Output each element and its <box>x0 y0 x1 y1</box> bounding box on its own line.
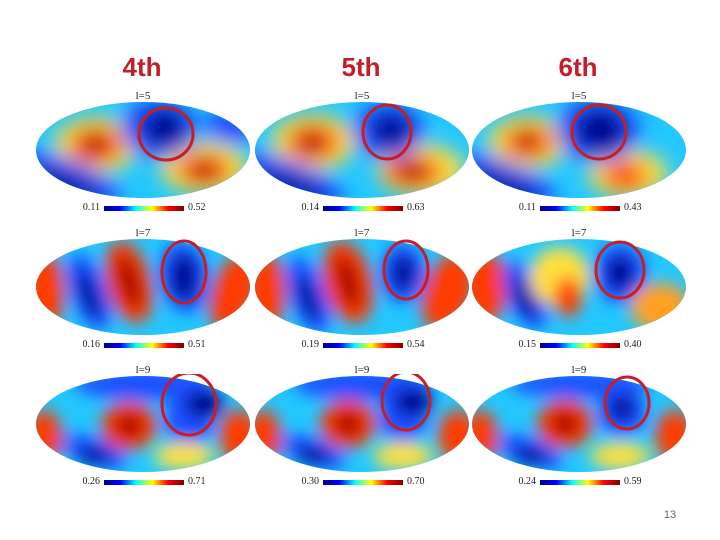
slide-number: 13 <box>663 509 677 521</box>
multipole-label: l=7 <box>571 227 587 239</box>
colorbar-max: 0.70 <box>407 476 425 487</box>
colorbar-max: 0.71 <box>188 476 206 487</box>
mollweide-map <box>472 102 686 198</box>
mollweide-map <box>472 375 686 472</box>
colorbar-max: 0.59 <box>624 476 642 487</box>
mollweide-map <box>36 102 250 198</box>
colorbar <box>323 343 403 348</box>
colorbar <box>104 343 184 348</box>
highlight-circle <box>603 375 651 431</box>
mollweide-map <box>472 239 686 335</box>
map-panel-l9-5th: l=9 0.30 0.70 <box>253 364 471 496</box>
highlight-circle <box>594 240 646 300</box>
colorbar-max: 0.54 <box>407 339 425 350</box>
multipole-label: l=9 <box>571 364 587 376</box>
mollweide-map <box>36 239 250 335</box>
multipole-label: l=9 <box>354 364 370 376</box>
highlight-circle <box>160 374 218 437</box>
map-panel-l5-6th: l=5 0.11 0.43 <box>470 90 688 222</box>
highlight-circle <box>160 239 208 305</box>
colorbar-min: 0.11 <box>518 202 536 213</box>
multipole-label: l=7 <box>135 227 151 239</box>
colorbar-min: 0.24 <box>518 476 537 487</box>
colorbar-max: 0.40 <box>624 339 642 350</box>
column-header-5th: 5th <box>341 52 381 82</box>
map-panel-l7-4th: l=7 0.16 0.51 <box>34 227 252 359</box>
multipole-label: l=9 <box>135 364 151 376</box>
highlight-circle <box>361 103 413 161</box>
colorbar-max: 0.52 <box>188 202 206 213</box>
mollweide-map <box>255 102 469 198</box>
highlight-circle <box>570 103 628 161</box>
colorbar <box>540 206 620 211</box>
colorbar <box>323 206 403 211</box>
colorbar-min: 0.11 <box>82 202 100 213</box>
colorbar <box>540 343 620 348</box>
map-panel-l5-5th: l=5 0.14 0.63 <box>253 90 471 222</box>
colorbar <box>323 480 403 485</box>
map-panel-l5-4th: l=5 0.11 0.52 <box>34 90 252 222</box>
colorbar-min: 0.19 <box>301 339 320 350</box>
colorbar-min: 0.14 <box>301 202 320 213</box>
multipole-label: l=7 <box>354 227 370 239</box>
colorbar-min: 0.16 <box>82 339 101 350</box>
mollweide-map <box>255 239 469 335</box>
colorbar-max: 0.43 <box>624 202 642 213</box>
map-panel-l7-6th: l=7 0.15 0.40 <box>470 227 688 359</box>
colorbar-min: 0.26 <box>82 476 101 487</box>
colorbar <box>104 480 184 485</box>
multipole-label: l=5 <box>354 90 370 102</box>
colorbar-max: 0.51 <box>188 339 206 350</box>
map-panel-l9-4th: l=9 0.26 0.71 <box>34 364 252 496</box>
mollweide-map <box>36 374 250 472</box>
column-header-4th: 4th <box>122 52 162 82</box>
highlight-circle <box>137 106 195 162</box>
column-header-6th: 6th <box>558 52 598 82</box>
colorbar-min: 0.30 <box>301 476 320 487</box>
colorbar <box>540 480 620 485</box>
map-panel-l7-5th: l=7 0.19 0.54 <box>253 227 471 359</box>
highlight-circle <box>380 374 432 432</box>
colorbar-max: 0.63 <box>407 202 425 213</box>
multipole-label: l=5 <box>571 90 587 102</box>
highlight-circle <box>382 239 430 301</box>
colorbar <box>104 206 184 211</box>
multipole-label: l=5 <box>135 90 151 102</box>
map-panel-l9-6th: l=9 0.24 0.59 <box>470 364 688 496</box>
colorbar-min: 0.15 <box>518 339 537 350</box>
mollweide-map <box>255 374 469 472</box>
